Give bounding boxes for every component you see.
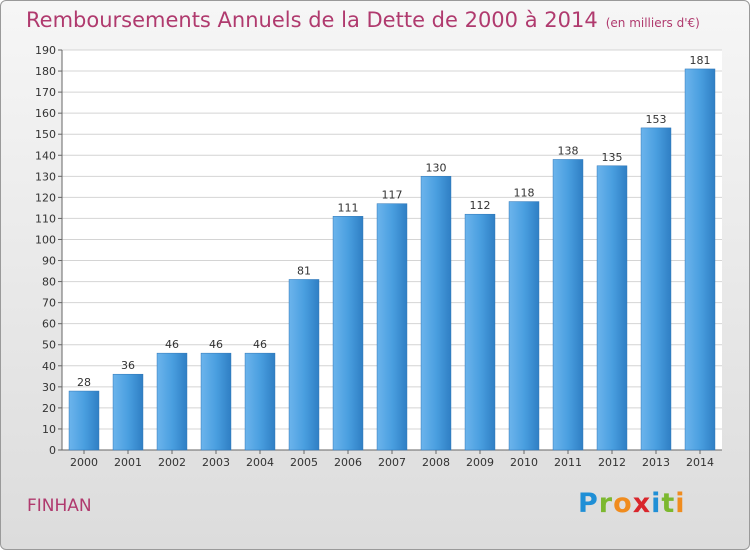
logo-letter: i <box>675 488 686 519</box>
bars <box>68 68 716 451</box>
y-tick-label: 140 <box>35 149 56 162</box>
x-tick-label-2012: 2012 <box>598 456 626 469</box>
value-label-2008: 130 <box>426 161 447 174</box>
x-tick-label-2004: 2004 <box>246 456 274 469</box>
y-tick-label: 120 <box>35 191 56 204</box>
bar-2012 <box>596 165 628 451</box>
x-tick-label-2001: 2001 <box>114 456 142 469</box>
logo-letter: t <box>661 488 676 519</box>
bar-2007 <box>376 203 408 451</box>
chart-title-text: Remboursements Annuels de la Dette de 20… <box>26 8 598 32</box>
y-tick-label: 20 <box>42 402 56 415</box>
y-tick-label: 170 <box>35 86 56 99</box>
x-tick-labels: 2000 2001 2002 2003 2004 2005 2006 2007 2008 2009… <box>70 456 714 469</box>
value-label-2003: 46 <box>209 338 223 351</box>
bar-2000 <box>68 390 100 451</box>
value-label-2010: 118 <box>514 187 535 200</box>
x-tick-label-2009: 2009 <box>466 456 494 469</box>
logo-letter: r <box>598 488 614 519</box>
bar-2005 <box>288 279 320 451</box>
bar-2009 <box>464 213 496 451</box>
logo-letter: i <box>651 488 662 519</box>
bar-2001 <box>112 373 144 451</box>
bar-2002 <box>156 352 188 451</box>
y-tick-label: 180 <box>35 65 56 78</box>
y-tick-label: 10 <box>42 423 56 436</box>
x-tick-label-2013: 2013 <box>642 456 670 469</box>
y-tick-label: 90 <box>42 255 56 268</box>
value-label-2000: 28 <box>77 376 91 389</box>
y-tick-label: 160 <box>35 107 56 120</box>
value-label-2013: 153 <box>646 113 667 126</box>
y-tick-label: 0 <box>49 444 56 457</box>
y-tick-label: 190 <box>35 44 56 57</box>
value-label-2012: 135 <box>602 151 623 164</box>
y-tick-label: 40 <box>42 360 56 373</box>
x-tick-label-2003: 2003 <box>202 456 230 469</box>
bar-2008 <box>420 176 452 451</box>
y-tick-label: 80 <box>42 276 56 289</box>
value-label-2002: 46 <box>165 338 179 351</box>
x-tick-label-2008: 2008 <box>422 456 450 469</box>
bar-2004 <box>244 352 276 451</box>
x-tick-label-2006: 2006 <box>334 456 362 469</box>
x-tick-label-2000: 2000 <box>70 456 98 469</box>
logo-letter: P <box>578 488 599 519</box>
chart-title: Remboursements Annuels de la Dette de 20… <box>26 8 700 32</box>
value-label-2004: 46 <box>253 338 267 351</box>
bar-2010 <box>508 201 540 451</box>
bar-2011 <box>552 159 584 451</box>
y-tick-label: 150 <box>35 128 56 141</box>
y-tick-label: 130 <box>35 170 56 183</box>
logo-letter: o <box>613 488 633 519</box>
bar-2013 <box>640 127 672 451</box>
x-tick-label-2002: 2002 <box>158 456 186 469</box>
bar-2006 <box>332 216 364 451</box>
x-tick-label-2011: 2011 <box>554 456 582 469</box>
y-tick-label: 60 <box>42 318 56 331</box>
x-tick-label-2007: 2007 <box>378 456 406 469</box>
y-tick-label: 30 <box>42 381 56 394</box>
value-label-2009: 112 <box>470 199 491 212</box>
proxiti-logo: Proxiti <box>578 488 686 519</box>
logo-letter: x <box>632 488 652 519</box>
value-label-2005: 81 <box>297 264 311 277</box>
x-tick-label-2010: 2010 <box>510 456 538 469</box>
bar-2003 <box>200 352 232 451</box>
value-label-2007: 117 <box>382 189 403 202</box>
y-tick-label: 70 <box>42 297 56 310</box>
value-label-2014: 181 <box>690 54 711 67</box>
y-tick-label: 110 <box>35 212 56 225</box>
x-tick-label-2014: 2014 <box>686 456 714 469</box>
value-label-2011: 138 <box>558 144 579 157</box>
y-tick-label: 100 <box>35 233 56 246</box>
chart-subtitle: (en milliers d'€) <box>605 16 700 30</box>
x-tick-label-2005: 2005 <box>290 456 318 469</box>
value-labels: 28 36 46 46 46 81 111 117 130 112 118 138 135 153 181 <box>77 54 711 389</box>
y-tick-label: 50 <box>42 339 56 352</box>
value-label-2006: 111 <box>338 201 359 214</box>
value-label-2001: 36 <box>121 359 135 372</box>
y-tick-labels: 0 10 20 30 40 50 60 70 80 90 100 110 120 130 140 150 160… <box>35 44 56 457</box>
bar-2014 <box>684 68 716 451</box>
commune-name: FINHAN <box>27 496 92 516</box>
